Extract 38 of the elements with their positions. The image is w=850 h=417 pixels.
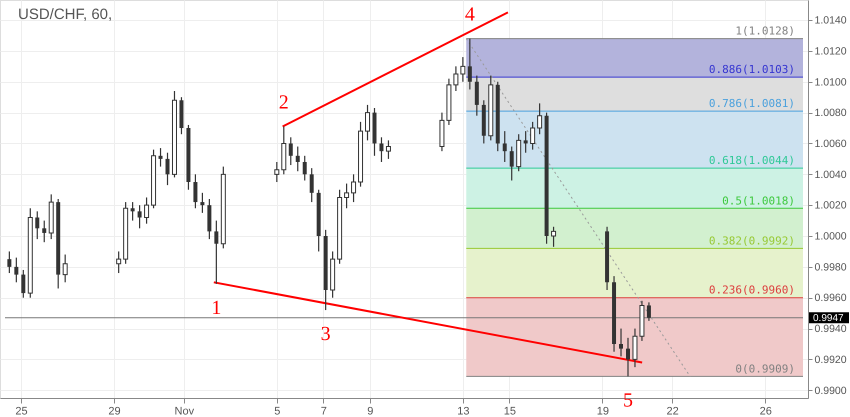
x-tick-label: 7 xyxy=(320,406,327,417)
x-tick-label: 5 xyxy=(274,406,280,417)
y-tick-label: 1.0040 xyxy=(814,168,847,181)
y-tick-label: 1.0060 xyxy=(814,138,847,150)
x-tick-label: Nov xyxy=(174,406,195,417)
ref-line-label: 0.5(1.0018) xyxy=(722,194,795,208)
ref-line-label: 0.786(1.0081) xyxy=(708,97,795,110)
y-tick-label: 0.9980 xyxy=(814,261,847,274)
annotation: 2 xyxy=(278,91,289,114)
ref-line-label: 0.618(1.0044) xyxy=(708,154,795,168)
ref-line-label: 0.382(0.9992) xyxy=(708,234,795,248)
y-tick-label: 1.0000 xyxy=(814,230,847,243)
y-tick-label: 0.9940 xyxy=(814,323,847,336)
x-tick-label: 26 xyxy=(760,406,772,417)
chart-title: USD/CHF, 60, xyxy=(18,6,112,23)
ref-line-label: 0.886(1.0103) xyxy=(708,63,795,76)
y-tick-label: 1.0100 xyxy=(814,76,847,88)
x-tick-label: 29 xyxy=(108,406,121,417)
ref-line-label: 1(1.0128) xyxy=(735,24,795,38)
x-tick-label: 9 xyxy=(367,406,374,417)
y-tick-label: 0.9960 xyxy=(814,292,847,304)
y-tick-label: 1.0120 xyxy=(814,45,847,58)
annotation: 4 xyxy=(464,4,475,26)
y-tick-label: 0.9920 xyxy=(814,354,847,366)
y-tick-label: 1.0140 xyxy=(814,14,847,27)
annotation: 1 xyxy=(211,296,222,319)
x-tick-label: 22 xyxy=(666,406,679,417)
x-tick-label: 25 xyxy=(15,406,28,417)
x-tick-label: 19 xyxy=(596,406,610,417)
y-tick-label: 1.0080 xyxy=(814,107,847,120)
y-tick-label: 1.0020 xyxy=(814,200,847,212)
x-tick-label: 13 xyxy=(457,406,470,417)
ref-line-label: 0.236(0.9960) xyxy=(708,284,795,297)
x-tick-label: 15 xyxy=(504,406,516,417)
ref-line-label: 0(0.9909) xyxy=(735,362,795,376)
y-tick-label: 0.9900 xyxy=(814,384,847,397)
ref-line-label: 0.9947 xyxy=(813,312,844,324)
annotation: 3 xyxy=(320,323,331,346)
